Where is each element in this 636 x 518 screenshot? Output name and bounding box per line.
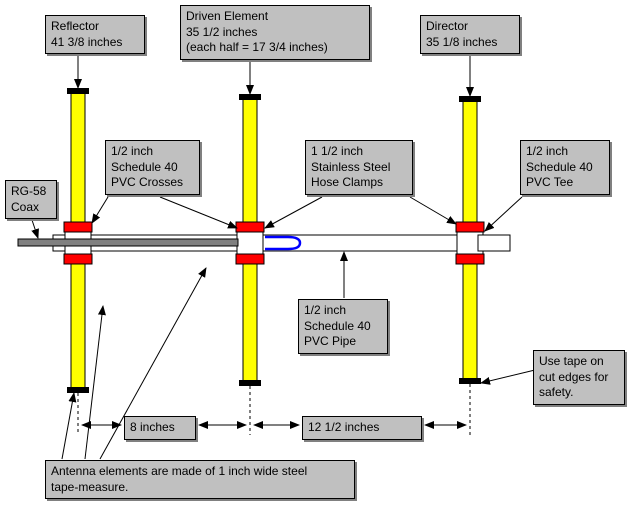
diagram-svg xyxy=(0,0,636,518)
hoseclamp-label: 1 1/2 inch Stainless Steel Hose Clamps xyxy=(305,140,413,195)
director-label: Director 35 1/8 inches xyxy=(420,15,520,54)
dim2-label: 12 1/2 inches xyxy=(302,416,422,440)
tee-label: 1/2 inch Schedule 40 PVC Tee xyxy=(520,140,610,195)
crosses-label: 1/2 inch Schedule 40 PVC Crosses xyxy=(105,140,200,195)
coax-label: RG-58 Coax xyxy=(5,180,57,219)
pvc-cross-driven xyxy=(237,231,263,255)
reflector-label: Reflector 41 3/8 inches xyxy=(45,15,145,54)
antenna-note-label: Antenna elements are made of 1 inch wide… xyxy=(45,460,355,499)
pvc-tee-director xyxy=(457,231,510,255)
tape-label: Use tape on cut edges for safety. xyxy=(533,350,625,405)
pipe-label: 1/2 inch Schedule 40 PVC Pipe xyxy=(298,299,388,354)
driven-label: Driven Element 35 1/2 inches (each half … xyxy=(180,5,370,60)
dim1-label: 8 inches xyxy=(124,416,196,440)
coax xyxy=(18,239,238,246)
